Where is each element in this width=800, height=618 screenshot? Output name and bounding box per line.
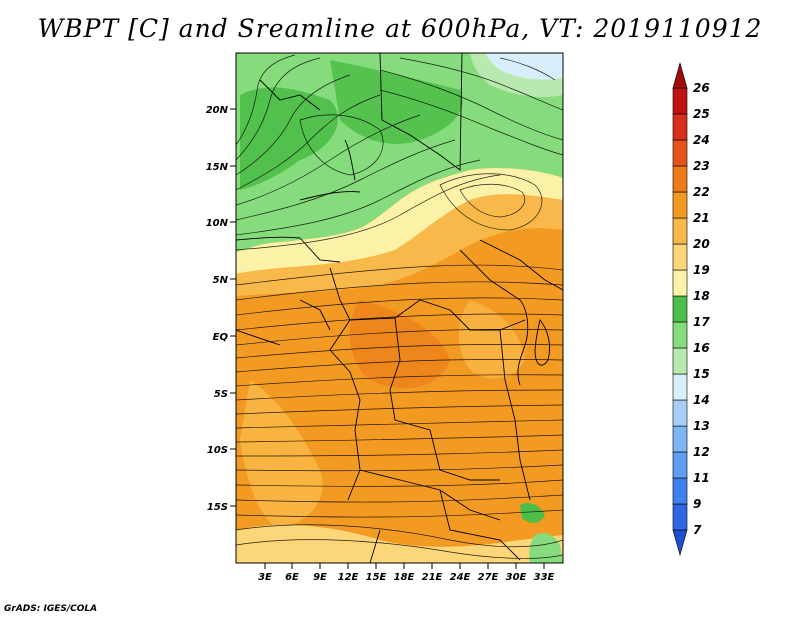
lon-label: 24E [450, 572, 471, 583]
colorbar-label: 26 [693, 81, 710, 95]
colorbar-swatch [672, 87, 688, 115]
lat-axis: 20N 15N 10N 5N EQ 5S 10S 15S [206, 105, 236, 513]
lon-label: 30E [506, 572, 527, 583]
colorbar-swatch [672, 243, 688, 271]
colorbar: 7 9 11 12 13 14 15 16 17 18 19 20 21 22 23 24 25 26 [672, 61, 710, 557]
colorbar-swatch [672, 165, 688, 193]
lon-label: 21E [422, 572, 443, 583]
colorbar-label: 7 [693, 523, 702, 537]
colorbar-swatch [672, 113, 688, 141]
lat-label: 5S [214, 389, 228, 400]
field-yellow-south [236, 524, 563, 563]
field-orange-dark-patch [349, 300, 450, 389]
colorbar-label: 9 [693, 497, 701, 511]
colorbar-label: 18 [693, 289, 710, 303]
colorbar-swatch [672, 451, 688, 479]
field-green-se [520, 503, 545, 523]
colorbar-label: 22 [693, 185, 710, 199]
field-orange-light-patch [240, 380, 323, 530]
colorbar-swatch [672, 373, 688, 401]
field-yellow-band [236, 167, 563, 274]
colorbar-swatch [672, 269, 688, 297]
lat-label: EQ [213, 332, 229, 343]
field-orange-light-band [236, 194, 563, 296]
lat-label: 15N [206, 162, 229, 173]
country-borders [236, 53, 563, 563]
colorbar-label: 16 [693, 341, 710, 355]
grads-credit: GrADS: IGES/COLA [4, 604, 98, 614]
lon-label: 12E [338, 572, 359, 583]
colorbar-label: 17 [693, 315, 710, 329]
colorbar-label: 20 [693, 237, 710, 251]
lon-label: 27E [478, 572, 499, 583]
colorbar-label: 12 [693, 445, 710, 459]
map-frame [235, 52, 564, 564]
lon-label: 9E [313, 572, 327, 583]
lon-label: 18E [394, 572, 415, 583]
lon-axis: 3E 6E 9E 12E 15E 18E 21E 24E 27E 30E 33E [258, 563, 555, 583]
field-green-se-2 [529, 533, 563, 563]
colorbar-swatch [672, 347, 688, 375]
colorbar-swatch [672, 321, 688, 349]
colorbar-label: 21 [693, 211, 710, 225]
field-green-dark-region-2 [330, 60, 463, 144]
wbpt-field [236, 53, 563, 563]
colorbar-swatch [672, 503, 688, 531]
colorbar-label: 14 [693, 393, 710, 407]
lat-label: 10N [206, 218, 229, 229]
colorbar-swatch [672, 425, 688, 453]
colorbar-label: 23 [693, 159, 710, 173]
lon-label: 15E [366, 572, 387, 583]
colorbar-swatch [672, 217, 688, 245]
colorbar-label: 11 [693, 471, 710, 485]
streamlines [236, 54, 563, 559]
colorbar-label: 15 [693, 367, 710, 381]
lon-label: 6E [285, 572, 299, 583]
field-green-dark-region [240, 87, 339, 190]
colorbar-label: 24 [693, 133, 710, 147]
colorbar-swatch [672, 139, 688, 167]
colorbar-label: 13 [693, 419, 710, 433]
lat-label: 10S [207, 445, 228, 456]
lat-label: 5N [213, 275, 229, 286]
colorbar-swatch [672, 529, 688, 557]
map-title: WBPT [C] and Sreamline at 600hPa, VT: 20… [37, 14, 763, 43]
lat-label: 15S [207, 502, 228, 513]
colorbar-swatch [672, 61, 688, 89]
lat-label: 20N [206, 105, 229, 116]
colorbar-swatch [672, 477, 688, 505]
colorbar-label: 19 [693, 263, 710, 277]
colorbar-label: 25 [693, 107, 710, 121]
colorbar-swatch [672, 191, 688, 219]
colorbar-swatch [672, 295, 688, 323]
lon-label: 33E [534, 572, 555, 583]
colorbar-swatch [672, 399, 688, 427]
lon-label: 3E [258, 572, 272, 583]
